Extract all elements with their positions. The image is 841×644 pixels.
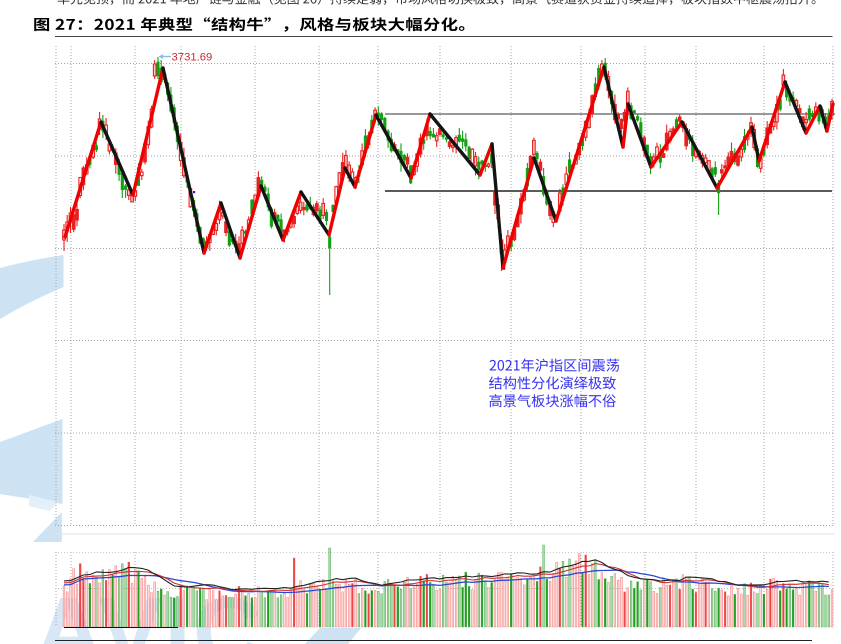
svg-text:3731.69: 3731.69 — [172, 52, 213, 64]
